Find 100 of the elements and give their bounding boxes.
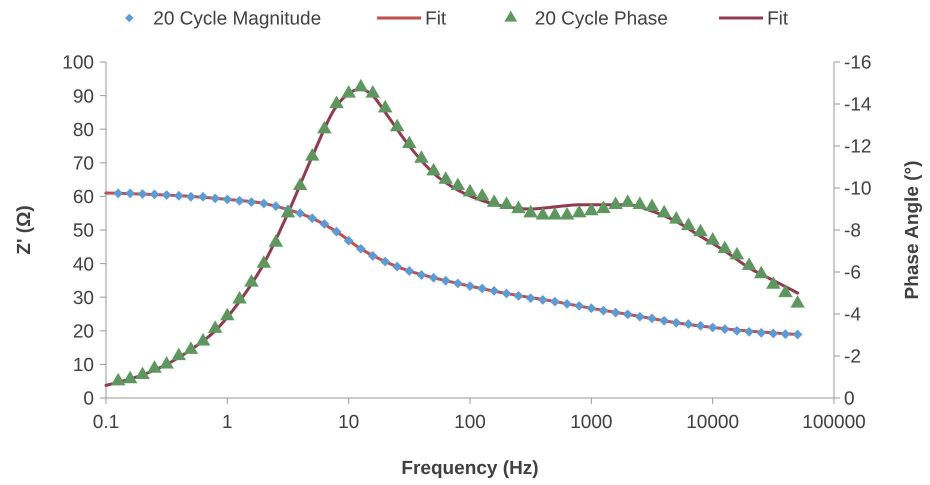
point: [502, 288, 512, 298]
point: [244, 274, 259, 287]
point: [778, 284, 793, 298]
point: [366, 85, 380, 98]
y-tick-label: 20: [72, 321, 94, 342]
x-tick-label: 10: [338, 412, 360, 433]
point: [647, 314, 657, 324]
point: [462, 184, 478, 196]
x-tick-label: 100: [454, 412, 486, 433]
point: [150, 190, 160, 200]
point: [341, 85, 356, 98]
legend-label: 20 Cycle Phase: [534, 8, 668, 30]
y2-tick-label: -4: [844, 304, 862, 326]
point: [317, 120, 332, 134]
x-tick-label: 10000: [686, 412, 740, 433]
point: [474, 188, 490, 201]
point: [392, 262, 402, 272]
point: [440, 276, 451, 286]
point: [536, 206, 550, 220]
point: [416, 270, 426, 280]
point: [246, 197, 256, 207]
point: [295, 208, 305, 218]
y2-tick-label: -2: [844, 346, 861, 368]
point: [426, 162, 441, 176]
point: [232, 290, 247, 304]
y-axis-title: Z' (Ω): [14, 205, 35, 255]
point: [656, 204, 672, 218]
point: [186, 192, 196, 202]
point: [402, 136, 417, 148]
point: [135, 366, 150, 380]
point: [122, 370, 138, 384]
y-tick-label: 90: [72, 86, 94, 108]
y-tick-label: 60: [72, 187, 94, 208]
legend-label: Fit: [767, 8, 789, 30]
point: [572, 204, 586, 218]
point: [622, 309, 633, 320]
point: [332, 226, 342, 237]
point: [693, 224, 708, 236]
point: [598, 306, 608, 316]
point: [684, 319, 694, 329]
point: [344, 236, 354, 246]
point: [514, 291, 524, 301]
point: [320, 219, 330, 229]
y2-tick-label: 0: [844, 388, 855, 410]
y2-tick-label: -10: [844, 178, 872, 200]
point: [159, 356, 174, 369]
point: [681, 217, 696, 230]
point: [538, 295, 548, 305]
point: [174, 190, 184, 201]
y2-tick-label: -12: [844, 136, 872, 158]
point: [428, 272, 438, 283]
point: [196, 332, 210, 346]
point: [208, 320, 222, 333]
point: [790, 295, 805, 308]
point: [138, 189, 148, 199]
point: [730, 246, 744, 260]
point: [354, 78, 368, 92]
point: [162, 190, 172, 200]
y2-tick-label: -8: [844, 220, 861, 242]
point: [526, 293, 536, 304]
x-tick-label: 1: [222, 412, 233, 433]
point: [477, 284, 488, 294]
point: [438, 171, 453, 184]
point: [390, 118, 404, 132]
point: [268, 234, 284, 247]
point: [720, 324, 730, 334]
point: [560, 206, 574, 220]
x-tick-label: 1000: [570, 412, 612, 433]
point: [610, 308, 620, 318]
point: [292, 178, 308, 190]
point: [608, 196, 623, 209]
point: [742, 257, 756, 270]
point: [270, 201, 281, 211]
point: [696, 320, 706, 331]
point: [356, 244, 366, 254]
point: [523, 204, 538, 218]
point: [620, 194, 635, 207]
y-tick-label: 100: [62, 52, 94, 74]
point: [222, 194, 232, 204]
y-tick-label: 30: [72, 288, 94, 309]
point: [184, 341, 198, 354]
point: [754, 266, 768, 278]
point: [256, 255, 272, 268]
y-tick-label: 70: [72, 153, 94, 174]
point: [562, 299, 572, 309]
point: [548, 206, 562, 220]
y-tick-label: 50: [72, 220, 94, 242]
point: [780, 329, 790, 340]
point: [669, 211, 684, 224]
point: [705, 232, 720, 245]
point: [574, 301, 584, 311]
y-tick-label: 10: [72, 355, 94, 376]
point: [768, 328, 778, 338]
point: [766, 276, 781, 289]
point: [465, 281, 475, 291]
legend-label: 20 Cycle Magnitude: [153, 8, 322, 30]
point: [220, 308, 235, 320]
point: [586, 303, 596, 314]
y2-tick-label: -16: [844, 52, 872, 74]
point: [744, 326, 754, 337]
